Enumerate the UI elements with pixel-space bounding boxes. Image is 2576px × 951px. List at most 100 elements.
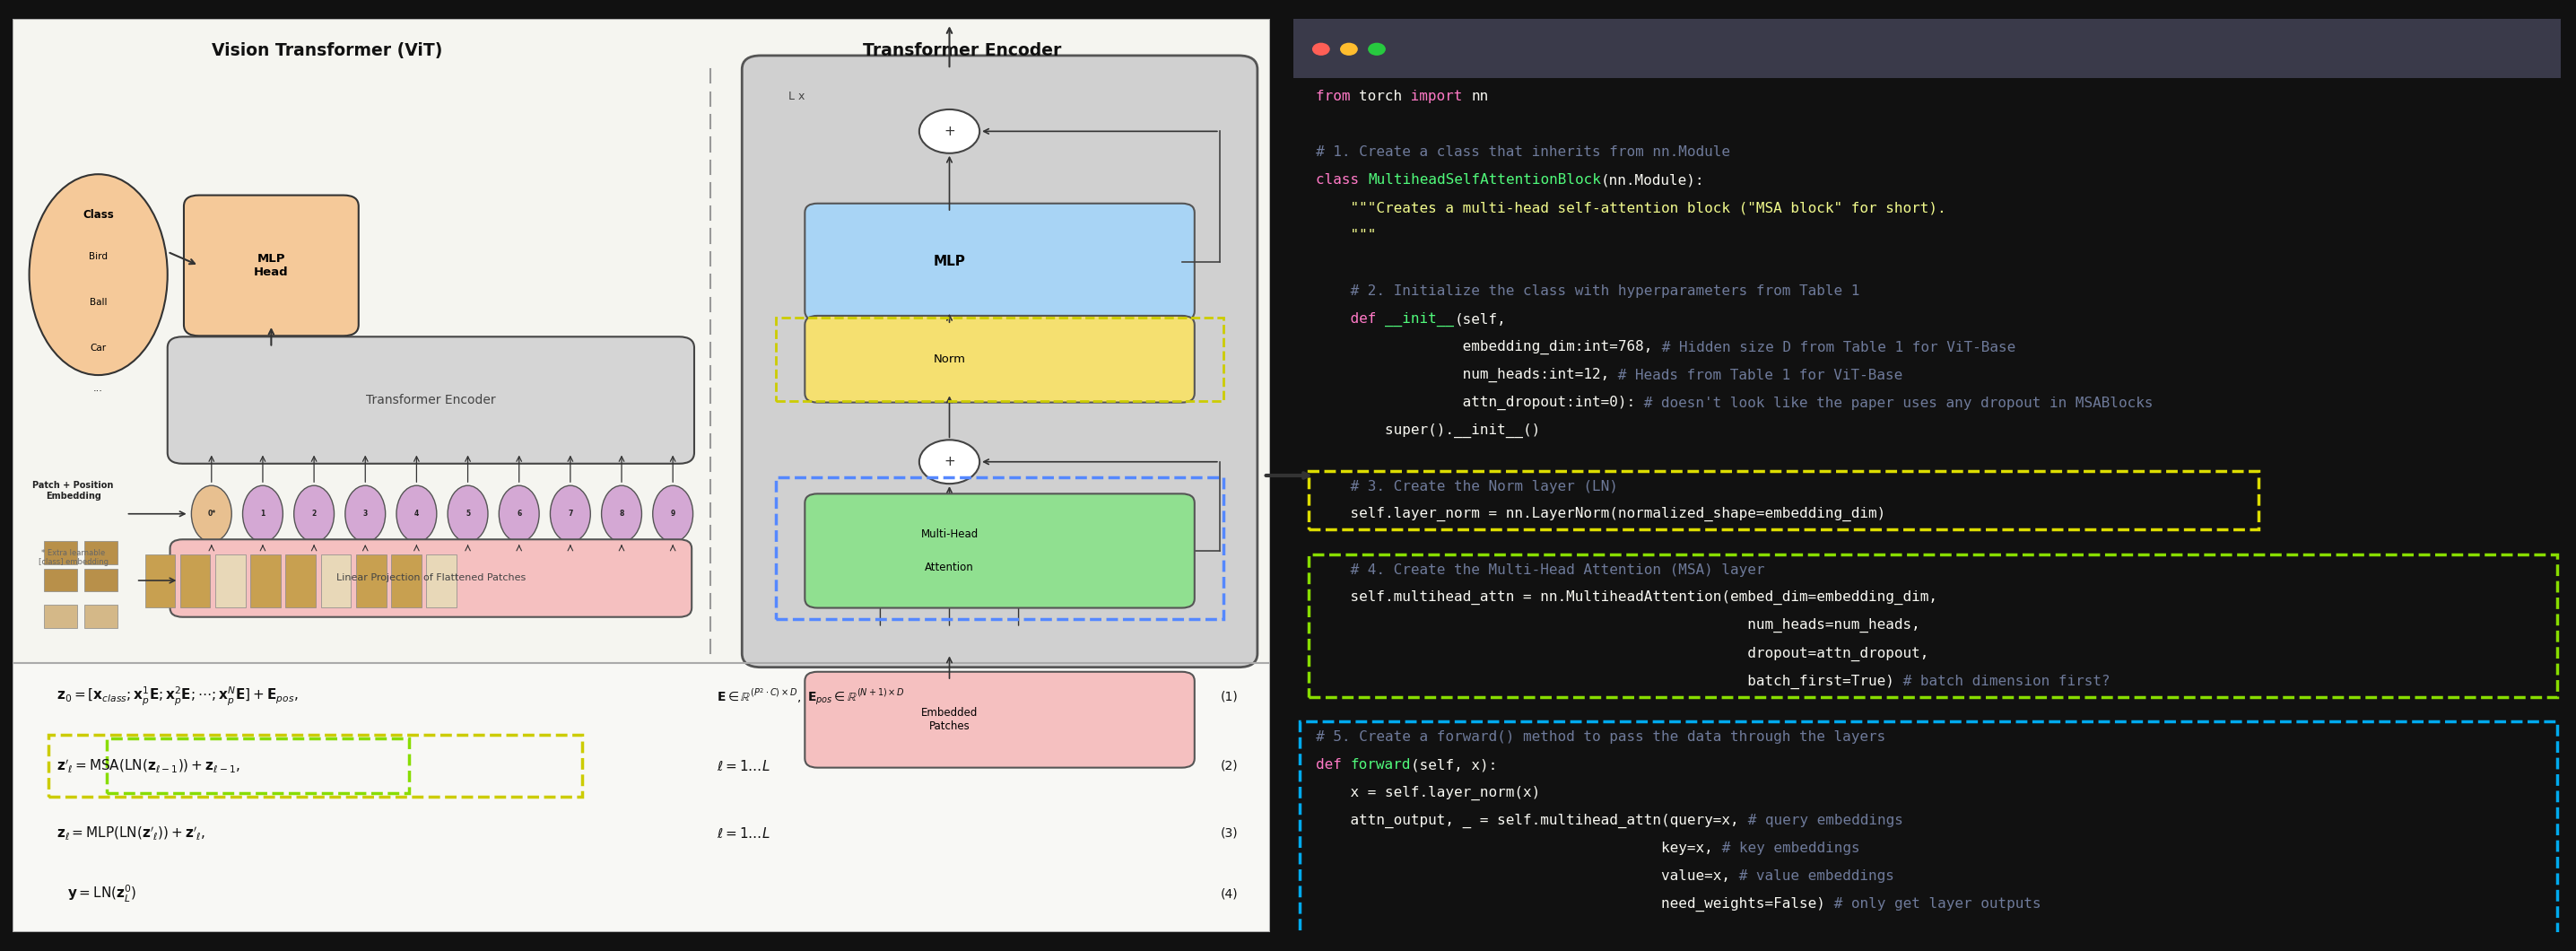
Text: $\ell = 1 \ldots L$: $\ell = 1 \ldots L$ xyxy=(716,759,770,773)
Circle shape xyxy=(920,440,979,484)
Ellipse shape xyxy=(345,486,386,542)
Text: (self,: (self, xyxy=(1453,313,1507,326)
Text: key=x,: key=x, xyxy=(1316,842,1713,855)
Text: (1): (1) xyxy=(1221,690,1239,703)
Text: import: import xyxy=(1401,90,1471,104)
Text: attn_output, _ = self.multihead_attn(query=x,: attn_output, _ = self.multihead_attn(que… xyxy=(1316,813,1739,828)
Text: Attention: Attention xyxy=(925,561,974,573)
Text: value=x,: value=x, xyxy=(1316,869,1731,883)
Bar xyxy=(216,554,245,607)
Text: $\mathbf{z}'_\ell = \mathrm{MSA}(\mathrm{LN}(\mathbf{z}_{\ell-1})) + \mathbf{z}_: $\mathbf{z}'_\ell = \mathrm{MSA}(\mathrm… xyxy=(57,757,240,774)
Text: # 2. Initialize the class with hyperparameters from Table 1: # 2. Initialize the class with hyperpara… xyxy=(1316,284,1860,299)
Text: Patch + Position
Embedding: Patch + Position Embedding xyxy=(33,481,113,501)
Text: from: from xyxy=(1316,90,1360,104)
Text: class: class xyxy=(1316,173,1368,187)
Bar xyxy=(108,738,410,793)
Text: (self, x):: (self, x): xyxy=(1412,758,1497,771)
Text: $\mathbf{y} = \mathrm{LN}(\mathbf{z}^0_L)$: $\mathbf{y} = \mathrm{LN}(\mathbf{z}^0_L… xyxy=(67,883,137,904)
Text: 9: 9 xyxy=(670,510,675,518)
Bar xyxy=(180,554,211,607)
Text: Multi-Head: Multi-Head xyxy=(920,529,979,540)
Text: def: def xyxy=(1316,758,1350,771)
Bar xyxy=(144,554,175,607)
Text: __init__: __init__ xyxy=(1386,312,1453,326)
Text: (nn.Module):: (nn.Module): xyxy=(1600,173,1705,187)
Text: # key embeddings: # key embeddings xyxy=(1713,842,1860,855)
Text: batch_first=True): batch_first=True) xyxy=(1316,674,1893,689)
Text: nn: nn xyxy=(1471,90,1489,104)
Text: num_heads=num_heads,: num_heads=num_heads, xyxy=(1316,618,1919,633)
Bar xyxy=(85,541,118,564)
Bar xyxy=(322,554,350,607)
Text: MLP: MLP xyxy=(933,255,966,268)
Text: # 1. Create a class that inherits from nn.Module: # 1. Create a class that inherits from n… xyxy=(1316,146,1731,159)
Text: $\mathbf{z}_0 = [\mathbf{x}_{class}; \mathbf{x}^1_p\mathbf{E}; \mathbf{x}^2_p\ma: $\mathbf{z}_0 = [\mathbf{x}_{class}; \ma… xyxy=(57,685,299,708)
Text: L x: L x xyxy=(788,90,804,103)
Bar xyxy=(44,605,77,628)
Text: attn_dropout:int=0):: attn_dropout:int=0): xyxy=(1316,396,1636,410)
Text: # Hidden size D from Table 1 for ViT-Base: # Hidden size D from Table 1 for ViT-Bas… xyxy=(1654,340,2014,354)
Bar xyxy=(1309,471,2259,530)
Bar xyxy=(85,605,118,628)
Text: $\mathbf{z}_\ell = \mathrm{MLP}(\mathrm{LN}(\mathbf{z}'_\ell)) + \mathbf{z}'_\el: $\mathbf{z}_\ell = \mathrm{MLP}(\mathrm{… xyxy=(57,825,206,842)
Circle shape xyxy=(1368,43,1386,55)
Text: (4): (4) xyxy=(1221,887,1239,900)
Text: MLP
Head: MLP Head xyxy=(255,253,289,278)
Text: Bird: Bird xyxy=(90,252,108,261)
Text: Linear Projection of Flattened Patches: Linear Projection of Flattened Patches xyxy=(335,573,526,583)
Text: $\mathbf{E} \in \mathbb{R}^{(P^2 \cdot C) \times D},\ \mathbf{E}_{pos} \in \math: $\mathbf{E} \in \mathbb{R}^{(P^2 \cdot C… xyxy=(716,687,904,707)
Ellipse shape xyxy=(28,174,167,375)
Bar xyxy=(775,318,1224,400)
Text: $\ell = 1 \ldots L$: $\ell = 1 \ldots L$ xyxy=(716,826,770,841)
Text: +: + xyxy=(943,125,956,138)
Text: self.multihead_attn = nn.MultiheadAttention(embed_dim=embedding_dim,: self.multihead_attn = nn.MultiheadAttent… xyxy=(1316,591,1937,605)
FancyBboxPatch shape xyxy=(170,539,693,617)
Ellipse shape xyxy=(294,486,335,542)
Bar xyxy=(775,477,1224,619)
Ellipse shape xyxy=(551,486,590,542)
Text: dropout=attn_dropout,: dropout=attn_dropout, xyxy=(1316,647,1929,661)
Bar xyxy=(1298,722,2558,947)
Ellipse shape xyxy=(448,486,487,542)
Ellipse shape xyxy=(500,486,538,542)
FancyBboxPatch shape xyxy=(167,337,693,464)
Ellipse shape xyxy=(600,486,641,542)
Text: Vision Transformer (ViT): Vision Transformer (ViT) xyxy=(211,43,443,60)
Bar xyxy=(1293,19,2561,78)
Text: """Creates a multi-head self-attention block ("MSA block" for short).: """Creates a multi-head self-attention b… xyxy=(1316,202,1947,215)
Text: def: def xyxy=(1316,313,1386,326)
Text: # value embeddings: # value embeddings xyxy=(1731,869,1893,883)
Text: forward: forward xyxy=(1350,758,1412,771)
Text: Transformer Encoder: Transformer Encoder xyxy=(366,394,495,406)
Bar xyxy=(13,19,1270,663)
Bar xyxy=(392,554,422,607)
Bar xyxy=(44,569,77,592)
Bar xyxy=(1309,554,2558,697)
Text: # batch dimension first?: # batch dimension first? xyxy=(1893,674,2110,689)
Text: * Extra learnable
[class] embedding: * Extra learnable [class] embedding xyxy=(39,549,108,567)
Text: self.layer_norm = nn.LayerNorm(normalized_shape=embedding_dim): self.layer_norm = nn.LayerNorm(normalize… xyxy=(1316,507,1886,521)
Text: # Heads from Table 1 for ViT-Base: # Heads from Table 1 for ViT-Base xyxy=(1610,368,1904,381)
Circle shape xyxy=(920,109,979,153)
FancyBboxPatch shape xyxy=(804,204,1195,320)
Bar xyxy=(355,554,386,607)
Text: x = self.layer_norm(x): x = self.layer_norm(x) xyxy=(1316,786,1540,800)
Circle shape xyxy=(1311,43,1329,55)
FancyBboxPatch shape xyxy=(183,195,358,336)
Text: super().__init__(): super().__init__() xyxy=(1316,423,1540,438)
Text: # 5. Create a forward() method to pass the data through the layers: # 5. Create a forward() method to pass t… xyxy=(1316,730,1886,744)
Text: # doesn't look like the paper uses any dropout in MSABlocks: # doesn't look like the paper uses any d… xyxy=(1636,397,2154,410)
Ellipse shape xyxy=(652,486,693,542)
Text: (2): (2) xyxy=(1221,760,1239,772)
Text: 7: 7 xyxy=(567,510,572,518)
Text: Class: Class xyxy=(82,209,113,222)
Ellipse shape xyxy=(397,486,438,542)
Text: 2: 2 xyxy=(312,510,317,518)
Text: 0*: 0* xyxy=(209,510,216,518)
Text: Transformer Encoder: Transformer Encoder xyxy=(863,43,1061,60)
Text: 4: 4 xyxy=(415,510,420,518)
Text: embedding_dim:int=768,: embedding_dim:int=768, xyxy=(1316,340,1654,355)
Bar xyxy=(428,554,456,607)
Text: # 4. Create the Multi-Head Attention (MSA) layer: # 4. Create the Multi-Head Attention (MS… xyxy=(1316,563,1765,576)
Text: ...: ... xyxy=(93,384,103,394)
